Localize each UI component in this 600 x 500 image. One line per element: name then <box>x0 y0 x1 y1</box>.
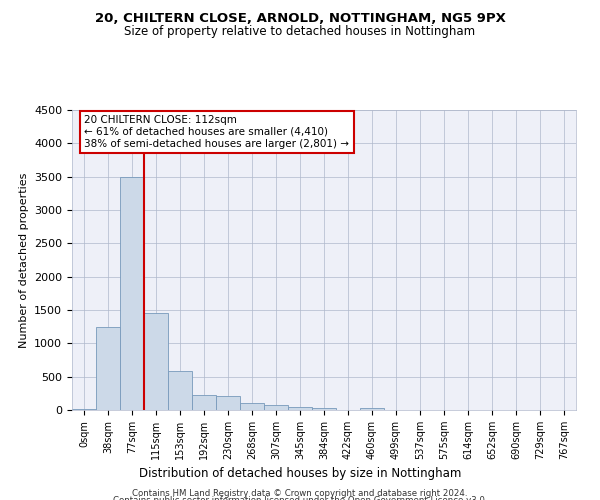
Y-axis label: Number of detached properties: Number of detached properties <box>19 172 29 348</box>
Bar <box>312 408 336 410</box>
Bar <box>168 372 192 410</box>
Text: 20 CHILTERN CLOSE: 112sqm
← 61% of detached houses are smaller (4,410)
38% of se: 20 CHILTERN CLOSE: 112sqm ← 61% of detac… <box>85 116 349 148</box>
Bar <box>192 395 216 410</box>
Bar <box>72 408 96 410</box>
Text: 20, CHILTERN CLOSE, ARNOLD, NOTTINGHAM, NG5 9PX: 20, CHILTERN CLOSE, ARNOLD, NOTTINGHAM, … <box>95 12 505 26</box>
Bar <box>96 326 120 410</box>
Text: Contains HM Land Registry data © Crown copyright and database right 2024.: Contains HM Land Registry data © Crown c… <box>132 489 468 498</box>
Bar <box>288 406 312 410</box>
Bar <box>144 314 168 410</box>
Bar <box>264 405 288 410</box>
Bar <box>216 396 240 410</box>
Bar <box>240 404 264 410</box>
Bar <box>360 408 384 410</box>
Bar <box>120 176 144 410</box>
Text: Distribution of detached houses by size in Nottingham: Distribution of detached houses by size … <box>139 467 461 480</box>
Text: Contains public sector information licensed under the Open Government Licence v3: Contains public sector information licen… <box>113 496 487 500</box>
Text: Size of property relative to detached houses in Nottingham: Size of property relative to detached ho… <box>124 25 476 38</box>
